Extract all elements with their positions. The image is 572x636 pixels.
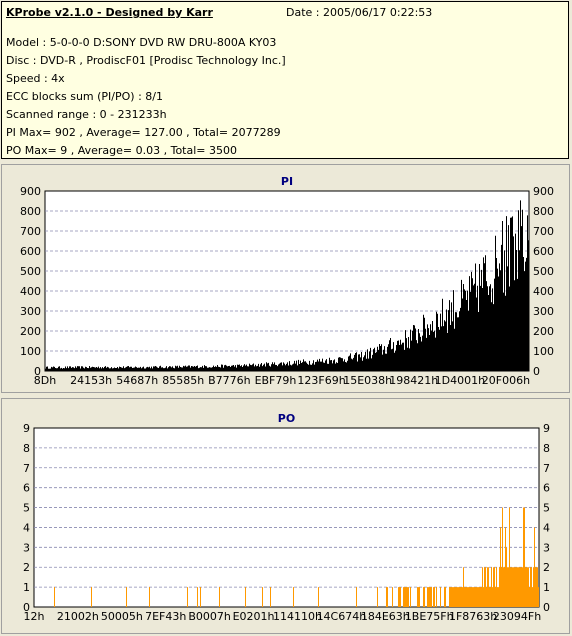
scan-date: Date : 2005/06/17 0:22:53 <box>286 6 433 19</box>
pi-x-tick-label: B7776h <box>208 374 251 387</box>
po-chart-panel: PO 0 0 1 1 2 2 3 3 4 4 5 5 6 6 7 7 8 8 9 9 12h 21002h 50005h 7EF… <box>1 398 570 634</box>
pi-x-tick-label: 15E038h <box>343 374 392 387</box>
pi-y-tick-label-left: 200 <box>20 325 41 338</box>
pi-x-tick-label: 8Dh <box>34 374 56 387</box>
pi-y-tick-label-right: 500 <box>533 265 554 278</box>
pi-y-tick-label-left: 0 <box>34 365 41 378</box>
pi-y-tick-label-left: 600 <box>20 245 41 258</box>
pi-y-tick-label-right: 200 <box>533 325 554 338</box>
po-x-tick-label: 1F8763h <box>449 610 497 623</box>
po-bars <box>54 507 539 607</box>
po-y-tick-label-right: 5 <box>543 502 550 515</box>
po-y-tick-label-left: 6 <box>23 482 30 495</box>
app-title: KProbe v2.1.0 - Designed by Karr <box>6 6 213 19</box>
po-x-tick-label: E0201h <box>233 610 275 623</box>
po-y-tick-label-left: 0 <box>23 601 30 614</box>
pi-chart: PI 0 0 100 100 200 200 300 300 400 400 500 500 600 600… <box>20 175 554 387</box>
pi-y-tick-label-left: 700 <box>20 225 41 238</box>
po-x-tick-label: 21002h <box>57 610 99 623</box>
po-y-tick-label-right: 2 <box>543 561 550 574</box>
pi-chart-title: PI <box>281 175 293 188</box>
scanned-range-line: Scanned range : 0 - 231233h <box>6 108 167 121</box>
po-x-tick-label: 14C674h <box>317 610 367 623</box>
po-y-tick-label-left: 4 <box>23 521 30 534</box>
pi-x-tick-label: EBF79h <box>255 374 297 387</box>
po-y-tick-label-right: 1 <box>543 581 550 594</box>
po-y-tick-label-left: 5 <box>23 502 30 515</box>
pi-y-tick-label-left: 300 <box>20 305 41 318</box>
pi-x-tick-label: 1D4001h <box>435 374 485 387</box>
po-summary-line: PO Max= 9 , Average= 0.03 , Total= 3500 <box>6 144 237 157</box>
speed-line: Speed : 4x <box>6 72 65 85</box>
pi-y-tick-label-right: 100 <box>533 345 554 358</box>
pi-chart-panel: PI 0 0 100 100 200 200 300 300 400 400 500 500 600 600… <box>1 164 570 393</box>
po-x-tick-label: 12h <box>24 610 45 623</box>
pi-y-tick-label-left: 500 <box>20 265 41 278</box>
pi-y-tick-label-right: 300 <box>533 305 554 318</box>
po-y-tick-label-right: 9 <box>543 422 550 435</box>
pi-y-tick-label-left: 100 <box>20 345 41 358</box>
po-plot-area <box>33 427 540 608</box>
pi-y-tick-label-left: 400 <box>20 285 41 298</box>
po-x-tick-label: B0007h <box>188 610 231 623</box>
po-y-tick-label-right: 4 <box>543 521 550 534</box>
po-y-tick-label-right: 3 <box>543 541 550 554</box>
model-line: Model : 5-0-0-0 D:SONY DVD RW DRU-800A K… <box>6 36 277 49</box>
pi-y-tick-label-right: 700 <box>533 225 554 238</box>
pi-summary-line: PI Max= 902 , Average= 127.00 , Total= 2… <box>6 126 281 139</box>
po-x-tick-label: 184E63h <box>361 610 410 623</box>
disc-line: Disc : DVD-R , ProdiscF01 [Prodisc Techn… <box>6 54 286 67</box>
po-x-tick-label: 7EF43h <box>145 610 186 623</box>
po-x-tick-label: 1BE75Fh <box>405 610 454 623</box>
po-y-tick-label-left: 1 <box>23 581 30 594</box>
info-panel: KProbe v2.1.0 - Designed by Karr Date : … <box>1 1 569 159</box>
po-y-tick-label-left: 7 <box>23 462 30 475</box>
po-y-tick-label-right: 0 <box>543 601 550 614</box>
pi-x-tick-label: 123F69h <box>297 374 345 387</box>
po-y-tick-label-left: 8 <box>23 442 30 455</box>
pi-x-tick-label: 54687h <box>116 374 158 387</box>
po-chart-title: PO <box>278 412 295 425</box>
po-y-tick-label-right: 7 <box>543 462 550 475</box>
po-x-tick-label: 50005h <box>101 610 143 623</box>
pi-x-tick-label: 198421h <box>389 374 438 387</box>
po-y-tick-label-left: 9 <box>23 422 30 435</box>
pi-y-tick-label-right: 800 <box>533 205 554 218</box>
pi-y-tick-label-left: 800 <box>20 205 41 218</box>
pi-y-tick-label-right: 900 <box>533 185 554 198</box>
po-x-tick-label: 23094Fh <box>493 610 541 623</box>
ecc-line: ECC blocks sum (PI/PO) : 8/1 <box>6 90 163 103</box>
po-y-tick-label-right: 8 <box>543 442 550 455</box>
pi-y-tick-label-left: 900 <box>20 185 41 198</box>
pi-y-tick-label-right: 400 <box>533 285 554 298</box>
pi-bars <box>45 200 529 371</box>
po-chart: PO 0 0 1 1 2 2 3 3 4 4 5 5 6 6 7 7 8 8 9 9 12h 21002h 50005h 7EF… <box>23 412 550 623</box>
po-y-tick-label-left: 3 <box>23 541 30 554</box>
pi-x-tick-label: 85585h <box>162 374 204 387</box>
pi-x-tick-label: 20F006h <box>482 374 530 387</box>
pi-y-tick-label-right: 0 <box>533 365 540 378</box>
po-y-tick-label-left: 2 <box>23 561 30 574</box>
po-x-tick-label: 114110h <box>273 610 322 623</box>
pi-x-tick-label: 24153h <box>70 374 112 387</box>
po-y-tick-label-right: 6 <box>543 482 550 495</box>
pi-y-tick-label-right: 600 <box>533 245 554 258</box>
